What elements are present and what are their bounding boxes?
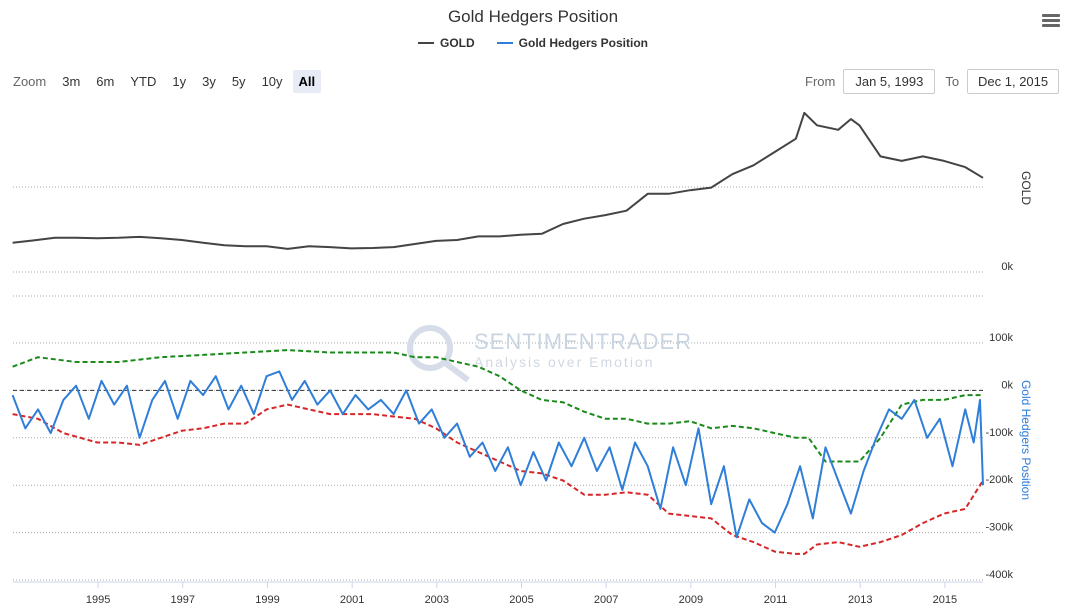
- legend-item-hedgers[interactable]: Gold Hedgers Position: [496, 36, 649, 50]
- watermark-logo-handle: [442, 359, 470, 383]
- legend-swatch-gold: [417, 42, 434, 44]
- date-range-selector: From Jan 5, 1993 To Dec 1, 2015: [805, 69, 1060, 94]
- to-label: To: [945, 74, 960, 89]
- x-tick-label: 2015: [933, 594, 957, 606]
- legend-label-hedgers: Gold Hedgers Position: [518, 36, 649, 50]
- zoom-button-3m[interactable]: 3m: [62, 74, 81, 89]
- zoom-selector: Zoom 3m 6m YTD 1y 3y 5y 10y All: [13, 70, 322, 93]
- y-axis-ticks: 0k 100k 0k -100k -200k -300k -400k: [985, 261, 1013, 581]
- x-tick-label: 2005: [509, 594, 533, 606]
- grid-lines: [13, 186, 983, 583]
- zoom-button-ytd[interactable]: YTD: [130, 74, 157, 89]
- series-line-gold: [12, 111, 984, 250]
- gold-y-tick-label: 0k: [1001, 261, 1013, 273]
- x-tick-label: 2011: [764, 594, 788, 606]
- watermark-subtitle: Analysis over Emotion: [474, 354, 655, 370]
- hedgers-y-tick-label: -300k: [985, 522, 1013, 534]
- hamburger-menu-icon[interactable]: [1042, 14, 1060, 28]
- zoom-label: Zoom: [13, 74, 47, 89]
- hedgers-y-tick-label: 0k: [1001, 379, 1013, 391]
- zoom-button-5y[interactable]: 5y: [231, 74, 246, 89]
- gold-axis-title: GOLD: [1019, 171, 1033, 205]
- legend-item-gold[interactable]: GOLD: [417, 36, 475, 50]
- from-date-input[interactable]: Jan 5, 1993: [843, 69, 936, 94]
- series-line-upper-band: [12, 349, 983, 463]
- chart-legend: GOLD Gold Hedgers Position: [0, 36, 1066, 50]
- legend-swatch-hedgers: [496, 42, 513, 44]
- zoom-button-10y[interactable]: 10y: [261, 74, 283, 89]
- x-tick-label: 1995: [86, 594, 110, 606]
- zoom-button-6m[interactable]: 6m: [96, 74, 115, 89]
- to-date-input[interactable]: Dec 1, 2015: [967, 69, 1060, 94]
- x-tick-label: 2009: [679, 594, 703, 606]
- x-tick-label: 2013: [848, 594, 872, 606]
- x-tick-label: 1997: [171, 594, 195, 606]
- zoom-button-3y[interactable]: 3y: [202, 74, 216, 89]
- x-tick-label: 2003: [425, 594, 449, 606]
- series-line-lower-band: [12, 403, 984, 555]
- chart-title: Gold Hedgers Position: [447, 7, 619, 26]
- hedgers-y-tick-label: -200k: [985, 474, 1013, 486]
- hedgers-y-tick-label: -100k: [985, 427, 1013, 439]
- series-layer: [11, 111, 984, 555]
- x-tick-label: 2001: [340, 594, 364, 606]
- x-tick-label: 2007: [594, 594, 618, 606]
- legend-label-gold: GOLD: [439, 36, 475, 50]
- from-label: From: [805, 74, 836, 89]
- watermark-logo-icon: [407, 325, 453, 371]
- hedgers-y-tick-label: 100k: [989, 332, 1013, 344]
- zoom-button-all[interactable]: All: [292, 70, 322, 93]
- watermark-title: SENTIMENTRADER: [474, 329, 692, 354]
- x-tick-label: 1999: [255, 594, 279, 606]
- zoom-button-1y[interactable]: 1y: [172, 74, 187, 89]
- watermark: SENTIMENTRADER Analysis over Emotion: [407, 325, 692, 383]
- hedgers-axis-title: Gold Hedgers Position: [1019, 380, 1033, 500]
- series-line-hedgers: [11, 370, 984, 539]
- hedgers-y-tick-label: -400k: [985, 569, 1013, 581]
- x-axis-ticks: 1995 1997 1999 2001 2003 2005 2007 2009 2011 2013…: [86, 582, 957, 606]
